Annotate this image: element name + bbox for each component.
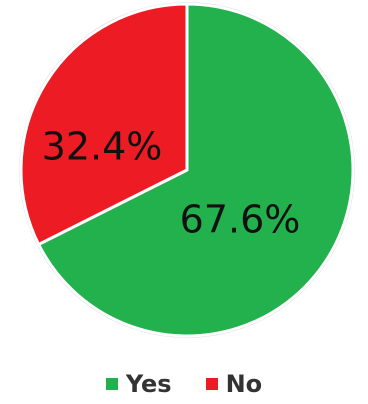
chart-legend: Yes No	[0, 366, 368, 402]
data-label-no: 32.4%	[42, 125, 163, 169]
pie-slice-yes	[37, 2, 355, 338]
legend-item-yes: Yes	[105, 370, 172, 398]
legend-item-no: No	[205, 370, 263, 398]
legend-swatch-yes	[105, 378, 118, 390]
legend-label-no: No	[225, 370, 263, 398]
data-label-yes: 67.6%	[180, 198, 301, 242]
legend-swatch-no	[205, 378, 218, 390]
pie-data-labels: 67.6% 32.4%	[42, 125, 301, 242]
pie-plot-area: 67.6% 32.4%	[19, 2, 355, 338]
legend-label-yes: Yes	[125, 370, 172, 398]
pie-slices	[19, 2, 355, 338]
pie-slice-no	[19, 2, 189, 246]
